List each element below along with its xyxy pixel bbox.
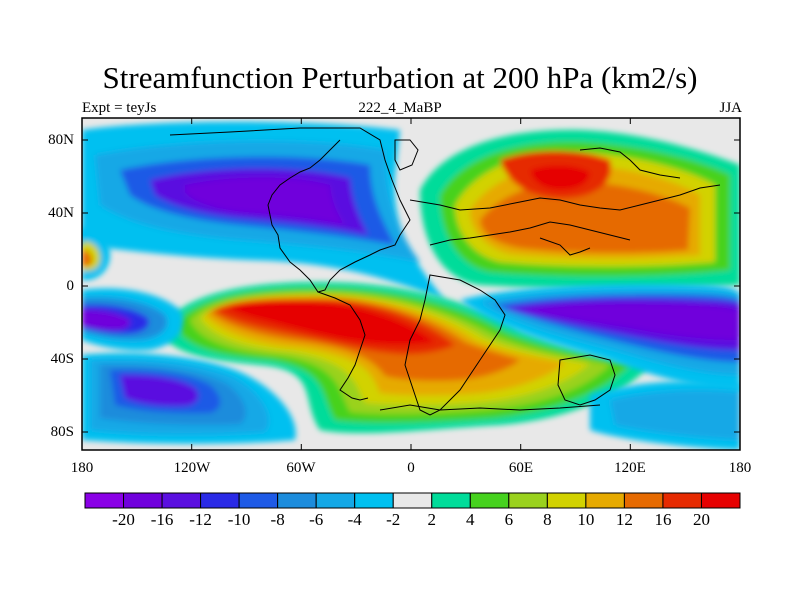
lat-label-80n: 80N <box>48 132 74 148</box>
colorbar-label: -6 <box>309 510 324 529</box>
lon-label-120e: 120E <box>614 460 646 476</box>
lon-label-180e: 180 <box>728 460 752 476</box>
colorbar-swatch <box>354 492 394 509</box>
positive-anomaly-south-america <box>160 282 650 434</box>
colorbar-swatch <box>123 492 163 509</box>
negative-anomaly-north-america <box>82 121 445 300</box>
season-label: JJA <box>719 100 742 116</box>
colorbar-swatch <box>469 492 510 509</box>
colorbar <box>84 492 741 509</box>
lat-label-0: 0 <box>66 278 75 294</box>
coastlines <box>169 127 721 416</box>
colorbar-label: -16 <box>150 510 174 529</box>
colorbar-swatch <box>392 492 433 509</box>
negative-anomaly-indian-ocean <box>460 283 740 390</box>
colorbar-swatch <box>200 492 240 509</box>
colorbar-label: 20 <box>692 510 710 529</box>
west-edge-patch <box>82 227 110 281</box>
colorbar-swatch <box>84 492 125 509</box>
colorbar-label: -20 <box>112 510 135 529</box>
colorbar-label: -4 <box>347 510 362 529</box>
colorbar-label: 12 <box>615 510 633 529</box>
colorbar-swatch <box>508 492 548 509</box>
colorbar-label: 4 <box>466 510 475 529</box>
case-label: 222_4_MaBP <box>358 100 442 116</box>
colorbar-swatch <box>431 492 471 509</box>
positive-anomaly-eurasia <box>420 129 740 289</box>
colorbar-label: 10 <box>577 510 595 529</box>
colorbar-swatch <box>315 492 356 509</box>
colorbar-label: 6 <box>504 510 514 529</box>
colorbar-swatch <box>546 492 587 509</box>
negative-anomaly-south-pacific <box>82 288 296 444</box>
colorbar-swatch <box>662 492 702 509</box>
colorbar-swatch <box>623 492 664 509</box>
lat-label-40n: 40N <box>48 205 74 221</box>
contour-field <box>82 118 740 450</box>
colorbar-swatch <box>277 492 317 509</box>
negative-anomaly-southern-ocean <box>590 381 740 450</box>
lon-label-60w: 60W <box>286 460 316 476</box>
colorbar-label: 2 <box>427 510 437 529</box>
colorbar-swatch <box>585 492 625 509</box>
lon-label-120w: 120W <box>173 460 211 476</box>
colorbar-label: -8 <box>270 510 285 529</box>
lon-ticks <box>81 118 741 450</box>
colorbar-label: 16 <box>654 510 672 529</box>
colorbar-label: -12 <box>189 510 212 529</box>
colorbar-label: -10 <box>227 510 251 529</box>
lat-ticks <box>82 139 740 433</box>
colorbar-swatch <box>700 492 741 509</box>
lon-label-0: 0 <box>407 460 415 476</box>
colorbar-label: 8 <box>543 510 552 529</box>
lon-label-180w: 180 <box>70 460 94 476</box>
map-title: Streamfunction Perturbation at 200 hPa (… <box>102 60 698 95</box>
lat-label-80s: 80S <box>50 424 74 440</box>
colorbar-swatch <box>161 492 202 509</box>
colorbar-label: -2 <box>386 510 401 529</box>
colorbar-swatch <box>238 492 279 509</box>
lat-label-40s: 40S <box>50 351 74 367</box>
experiment-label: Expt = teyJs <box>82 100 157 116</box>
lon-label-60e: 60E <box>508 460 534 476</box>
